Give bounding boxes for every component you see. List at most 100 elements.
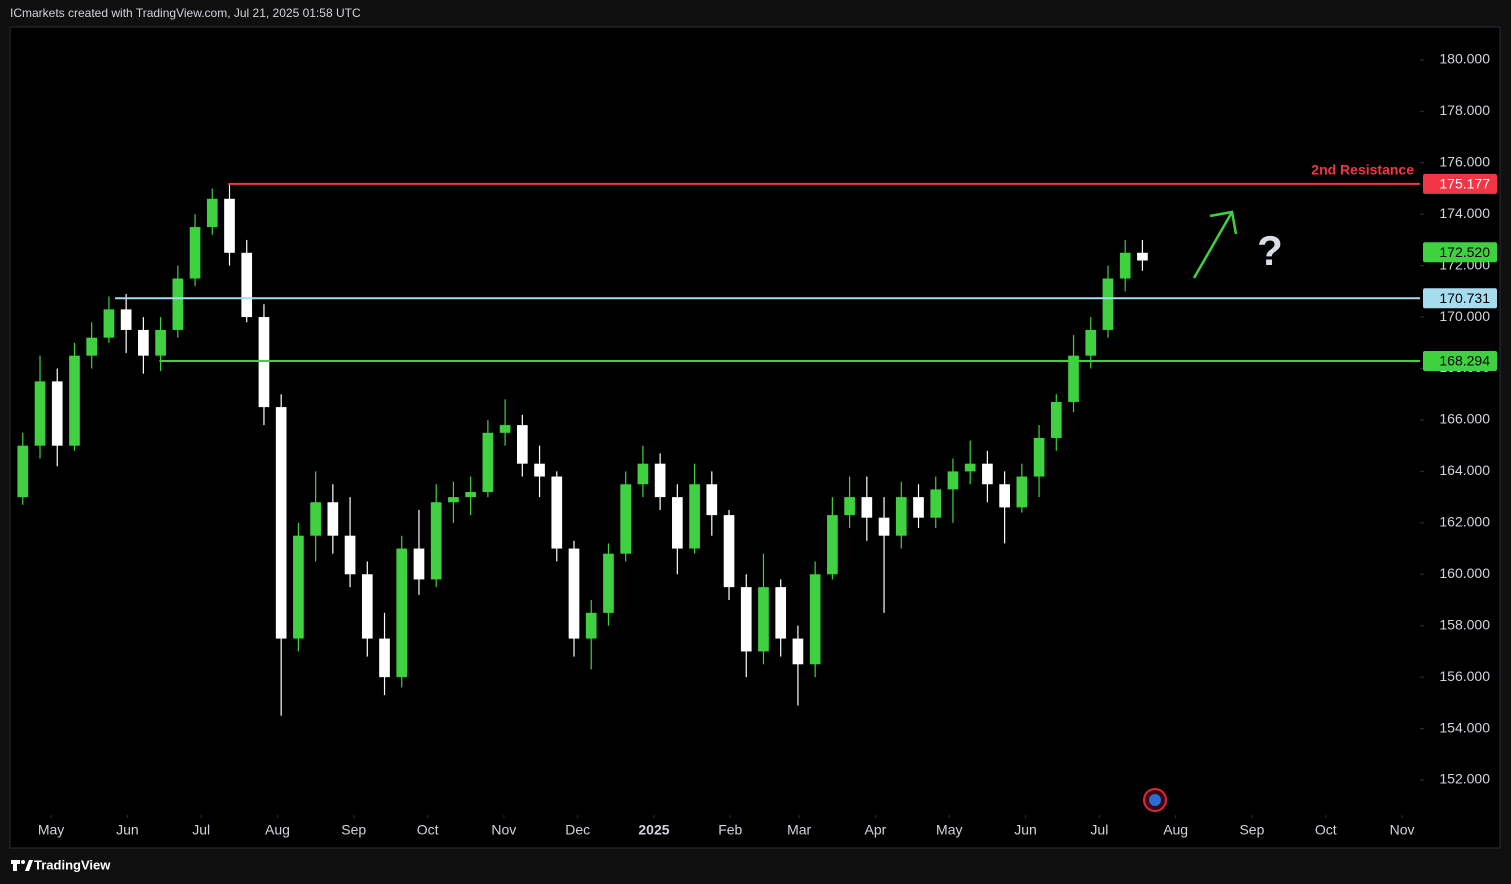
candle-body — [706, 484, 718, 516]
level-label: 168.294 — [1439, 353, 1490, 369]
candle-body — [964, 463, 976, 472]
x-tick-label: Sep — [1239, 822, 1264, 838]
level-name: 2nd Resistance — [1311, 162, 1414, 178]
logo-dot — [21, 860, 25, 864]
x-tick-label: Dec — [565, 822, 590, 838]
candle-body — [603, 553, 614, 613]
tradingview-logo — [11, 860, 33, 871]
candle-body — [723, 515, 735, 588]
candle-body — [465, 491, 476, 498]
candle-body — [758, 587, 769, 652]
last-price-label: 172.520 — [1439, 244, 1490, 260]
last-price-box — [1423, 242, 1497, 263]
y-tick-label: 164.000 — [1439, 462, 1490, 478]
candle-body — [740, 587, 752, 652]
candle-body — [534, 463, 545, 477]
x-tick-label: Aug — [1163, 822, 1188, 838]
candle-body — [103, 309, 115, 338]
candle-body — [1137, 252, 1148, 261]
candle-body — [224, 198, 235, 253]
x-tick-label: Mar — [787, 822, 811, 838]
x-tick-label: Aug — [265, 822, 290, 838]
candle-body — [430, 502, 442, 580]
candle-body — [34, 381, 46, 446]
level-label: 170.731 — [1439, 290, 1490, 306]
level-label-box — [1423, 350, 1497, 371]
y-tick-label: 162.000 — [1439, 514, 1490, 530]
candle-body — [654, 463, 666, 498]
plot-area — [17, 182, 1420, 716]
footer-brand: TradingView — [34, 857, 111, 872]
candle-body — [448, 497, 459, 503]
arrow-line — [1192, 211, 1234, 279]
candle-body — [947, 471, 959, 490]
y-tick-label: 180.000 — [1439, 51, 1490, 67]
candle-body — [568, 548, 580, 639]
x-tick-label: 2025 — [638, 822, 669, 838]
candle-body — [827, 515, 838, 575]
candle-body — [310, 502, 321, 536]
level-label-box — [1423, 173, 1497, 194]
x-tick-label: Jul — [1090, 822, 1108, 838]
candle-body — [1068, 355, 1079, 402]
candle-body — [895, 497, 907, 536]
x-tick-label: Feb — [718, 822, 742, 838]
x-tick-label: Sep — [341, 822, 366, 838]
x-tick-label: May — [38, 822, 64, 838]
level-label-box — [1423, 288, 1497, 309]
level-label: 175.177 — [1439, 176, 1490, 192]
axes: 152.000 154.000 156.000 158.000 160.000 162.0… — [38, 51, 1497, 838]
candle-body — [809, 574, 821, 665]
y-tick-label: 166.000 — [1439, 411, 1490, 427]
candle-body — [189, 227, 201, 279]
candle-body — [51, 381, 63, 446]
candle-body — [878, 517, 890, 536]
candle-body — [516, 425, 528, 464]
candle-body — [982, 463, 993, 485]
candle-body — [379, 638, 390, 678]
candle-body — [1119, 252, 1131, 279]
x-tick-label: Jun — [116, 822, 139, 838]
x-tick-label: Jun — [1014, 822, 1037, 838]
header-text: ICmarkets created with TradingView.com, … — [10, 6, 361, 20]
candle-body — [69, 355, 80, 446]
candle-body — [344, 535, 356, 575]
candle-body — [585, 612, 597, 639]
candle-body — [913, 497, 924, 518]
candle-body — [86, 337, 98, 356]
candle-body — [275, 407, 287, 639]
candle-body — [241, 252, 253, 318]
x-tick-label: Nov — [491, 822, 516, 838]
candle-body — [620, 484, 632, 554]
chart-panel — [9, 26, 1501, 849]
candle-body — [861, 497, 873, 518]
y-tick-label: 160.000 — [1439, 565, 1490, 581]
candle-body — [672, 497, 683, 549]
candle-body — [551, 476, 563, 549]
candle-body — [1016, 476, 1028, 508]
y-tick-label: 154.000 — [1439, 719, 1490, 735]
x-tick-label: Nov — [1390, 822, 1415, 838]
candle-body — [258, 317, 270, 408]
icon — [1143, 788, 1167, 812]
y-tick-label: 156.000 — [1439, 668, 1490, 684]
arrow-head — [1209, 210, 1238, 235]
candle-body — [1085, 329, 1097, 356]
x-tick-label: Oct — [417, 822, 439, 838]
y-tick-label: 174.000 — [1439, 205, 1490, 221]
candle-body — [792, 638, 804, 665]
candle-body — [293, 535, 304, 639]
candle-body — [482, 432, 494, 492]
candle-body — [120, 309, 132, 330]
candle-body — [396, 548, 408, 678]
y-tick-label: 158.000 — [1439, 616, 1490, 632]
candle-body — [1050, 401, 1062, 438]
candle-body — [413, 548, 425, 580]
candle-body — [361, 574, 373, 639]
y-tick-label: 176.000 — [1439, 153, 1490, 169]
candle-body — [1102, 278, 1114, 330]
candle-body — [1033, 437, 1045, 477]
logo-slash — [25, 860, 33, 871]
candle-body — [844, 497, 855, 516]
